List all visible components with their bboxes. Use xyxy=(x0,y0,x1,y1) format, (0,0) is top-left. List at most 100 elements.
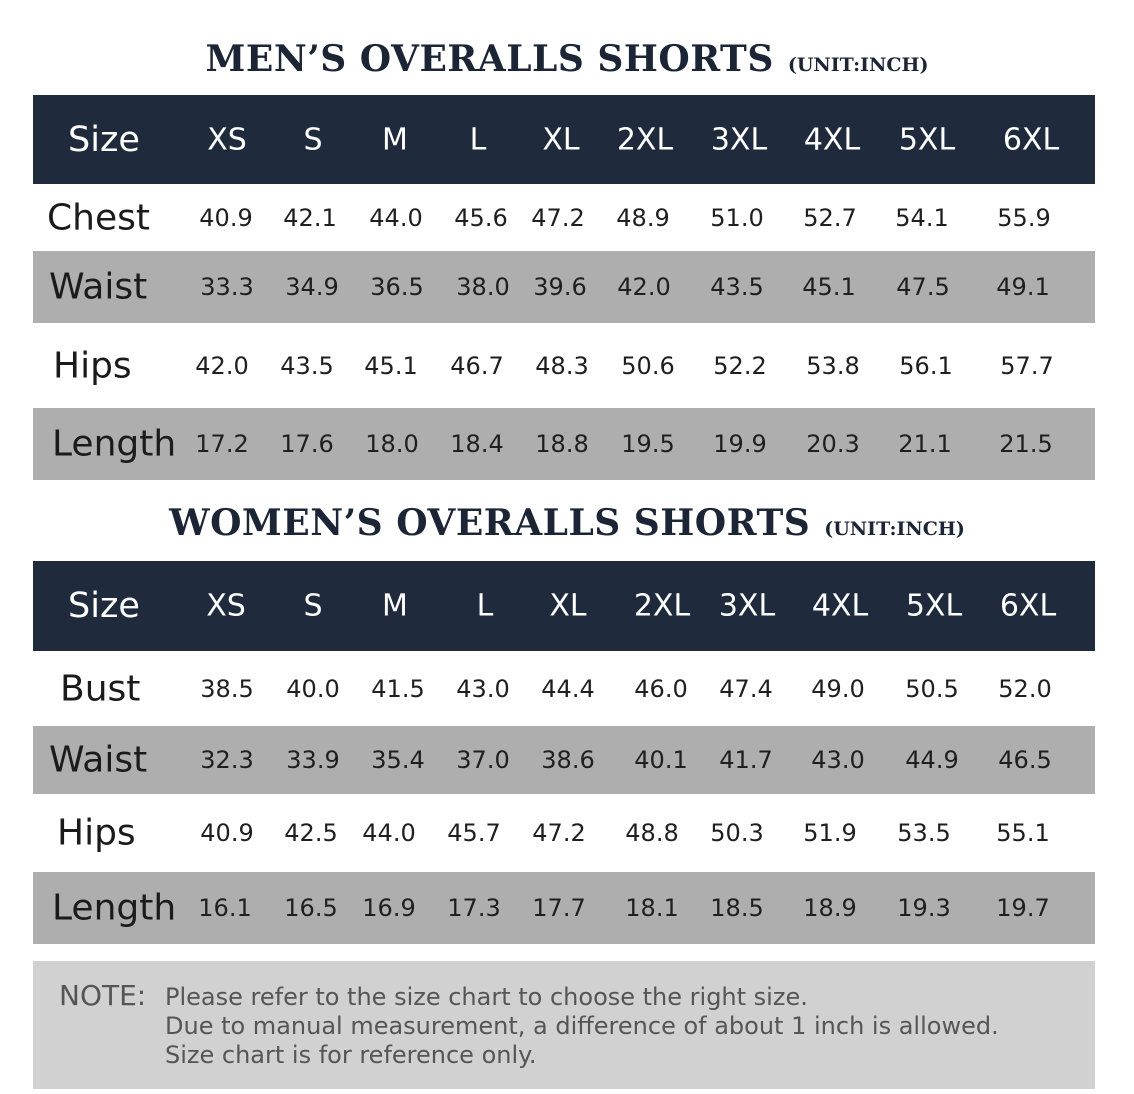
table-row-hips: Hips 42.0 43.5 45.1 46.7 48.3 50.6 52.2 53.8 56.1… xyxy=(33,323,1095,408)
table-cell: 42.1 xyxy=(283,203,337,232)
table-cell: 39.6 xyxy=(533,273,587,301)
table-cell: 40.0 xyxy=(286,674,340,703)
table-cell: 47.5 xyxy=(896,273,950,301)
table-row-bust: Bust 38.5 40.0 41.5 43.0 44.4 46.0 47.4 49.0 50.5… xyxy=(33,651,1095,726)
table-cell: 55.9 xyxy=(997,203,1051,232)
size-header-s: S xyxy=(303,122,323,157)
row-label: Chest xyxy=(47,197,150,238)
size-header-3xl: 3XL xyxy=(710,122,768,157)
table-cell: 33.3 xyxy=(200,273,254,301)
row-label: Length xyxy=(52,423,177,465)
table-cell: 36.5 xyxy=(370,273,424,301)
women-unit-label: (UNIT:INCH) xyxy=(824,518,965,540)
table-cell: 20.3 xyxy=(806,430,860,458)
table-cell: 49.1 xyxy=(996,273,1050,301)
table-cell: 50.6 xyxy=(621,351,675,380)
table-cell: 41.7 xyxy=(719,746,773,774)
table-cell: 47.4 xyxy=(719,674,773,703)
header-size-label: Size xyxy=(68,119,140,160)
size-header-m: M xyxy=(382,588,408,624)
table-cell: 53.8 xyxy=(806,351,860,380)
table-header-row: Size XS S M L XL 2XL 3XL 4XL 5XL 6XL xyxy=(33,95,1095,184)
table-cell: 52.7 xyxy=(803,203,857,232)
row-label: Waist xyxy=(49,266,148,308)
row-label: Length xyxy=(52,887,177,929)
table-cell: 38.6 xyxy=(541,746,595,774)
table-cell: 21.5 xyxy=(999,430,1053,458)
table-cell: 19.9 xyxy=(713,430,767,458)
table-cell: 19.3 xyxy=(897,894,951,922)
table-cell: 17.7 xyxy=(532,894,586,922)
table-cell: 19.7 xyxy=(996,894,1050,922)
women-chart-title: WOMEN’S OVERALLS SHORTS (UNIT:INCH) xyxy=(0,502,1134,544)
table-cell: 18.0 xyxy=(365,430,419,458)
table-cell: 18.8 xyxy=(535,430,589,458)
size-header-2xl: 2XL xyxy=(616,122,674,157)
table-cell: 16.5 xyxy=(284,894,338,922)
table-cell: 17.6 xyxy=(280,430,334,458)
note-line: Size chart is for reference only. xyxy=(165,1041,537,1069)
size-header-4xl: 4XL xyxy=(803,122,861,157)
table-cell: 35.4 xyxy=(371,746,425,774)
table-cell: 18.1 xyxy=(625,894,679,922)
table-cell: 54.1 xyxy=(895,203,949,232)
table-cell: 43.0 xyxy=(456,674,510,703)
table-cell: 19.5 xyxy=(621,430,675,458)
table-row-waist: Waist 32.3 33.9 35.4 37.0 38.6 40.1 41.7 43.0 44.… xyxy=(33,726,1095,794)
size-header-xl: XL xyxy=(542,122,580,157)
size-header-xl: XL xyxy=(549,588,587,624)
table-cell: 50.5 xyxy=(905,674,959,703)
table-cell: 42.0 xyxy=(195,351,249,380)
header-size-label: Size xyxy=(68,586,140,626)
table-cell: 41.5 xyxy=(371,674,425,703)
note-line: Due to manual measurement, a difference … xyxy=(165,1012,999,1040)
note-label: NOTE: xyxy=(59,979,147,1012)
size-header-m: M xyxy=(382,122,408,157)
men-unit-label: (UNIT:INCH) xyxy=(787,54,929,76)
table-row-length: Length 17.2 17.6 18.0 18.4 18.8 19.5 19.9 20.3 21… xyxy=(33,408,1095,480)
row-label: Hips xyxy=(57,812,136,854)
size-header-xs: XS xyxy=(207,122,247,157)
table-cell: 45.1 xyxy=(364,351,418,380)
size-header-5xl: 5XL xyxy=(905,588,963,624)
size-header-s: S xyxy=(303,588,323,624)
note-line: Please refer to the size chart to choose… xyxy=(165,983,808,1011)
table-cell: 18.9 xyxy=(803,894,857,922)
table-cell: 38.0 xyxy=(456,273,510,301)
size-header-l: L xyxy=(469,122,487,157)
table-row-hips: Hips 40.9 42.5 44.0 45.7 47.2 48.8 50.3 51.9 53.5… xyxy=(33,794,1095,872)
row-label: Bust xyxy=(60,668,141,709)
men-title-text: MEN’S OVERALLS SHORTS xyxy=(205,38,774,80)
size-header-5xl: 5XL xyxy=(898,122,956,157)
row-label: Waist xyxy=(49,739,148,781)
table-cell: 44.9 xyxy=(905,746,959,774)
table-cell: 42.0 xyxy=(617,273,671,301)
table-cell: 17.2 xyxy=(195,430,249,458)
table-header-row: Size XS S M L XL 2XL 3XL 4XL 5XL 6XL xyxy=(33,561,1095,651)
table-row-waist: Waist 33.3 34.9 36.5 38.0 39.6 42.0 43.5 45.1 47.… xyxy=(33,251,1095,323)
table-row-chest: Chest 40.9 42.1 44.0 45.6 47.2 48.9 51.0 52.7 54.… xyxy=(33,184,1095,251)
table-cell: 48.3 xyxy=(535,351,589,380)
table-cell: 18.4 xyxy=(450,430,504,458)
table-cell: 44.4 xyxy=(541,674,595,703)
table-row-length: Length 16.1 16.5 16.9 17.3 17.7 18.1 18.5 18.9 19… xyxy=(33,872,1095,944)
table-cell: 43.5 xyxy=(710,273,764,301)
table-cell: 18.5 xyxy=(710,894,764,922)
table-cell: 49.0 xyxy=(811,674,865,703)
table-cell: 53.5 xyxy=(897,819,951,847)
table-cell: 21.1 xyxy=(898,430,952,458)
table-cell: 47.2 xyxy=(532,819,586,847)
table-cell: 56.1 xyxy=(899,351,953,380)
size-header-xs: XS xyxy=(206,588,246,624)
size-header-6xl: 6XL xyxy=(1002,122,1060,157)
size-header-3xl: 3XL xyxy=(718,588,776,624)
table-cell: 43.0 xyxy=(811,746,865,774)
table-cell: 37.0 xyxy=(456,746,510,774)
size-header-4xl: 4XL xyxy=(811,588,869,624)
table-cell: 16.9 xyxy=(362,894,416,922)
table-cell: 51.0 xyxy=(710,203,764,232)
table-cell: 17.3 xyxy=(447,894,501,922)
table-cell: 38.5 xyxy=(200,674,254,703)
table-cell: 32.3 xyxy=(200,746,254,774)
table-cell: 52.2 xyxy=(713,351,767,380)
